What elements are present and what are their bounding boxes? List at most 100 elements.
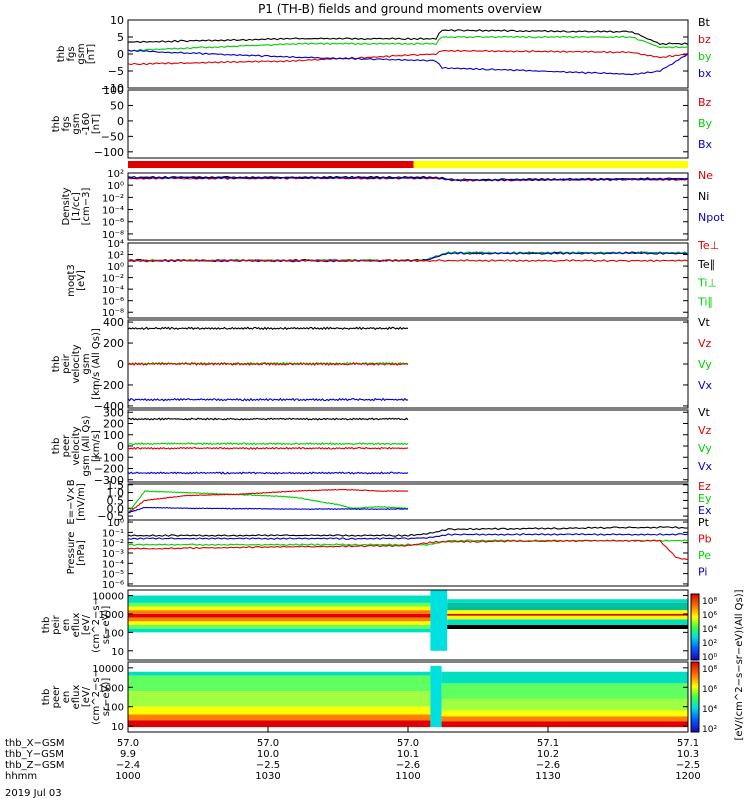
y-tick-label: 0 <box>117 48 124 61</box>
spec-band-left-4 <box>128 714 431 721</box>
y-label-line: sr−eV)] <box>101 606 112 645</box>
legend-entry: Vt <box>698 406 711 419</box>
spec-band-right-2 <box>447 610 688 614</box>
y-label-line: thb <box>51 438 62 455</box>
y-tick-label: 10000 <box>92 664 124 675</box>
spec-band-right-4 <box>447 615 688 620</box>
x-row-value: 1100 <box>395 771 420 782</box>
colorbar-1 <box>690 593 700 661</box>
y-label-line: fgs <box>66 46 77 61</box>
y-tick-label: 10⁻⁵ <box>102 570 124 581</box>
y-tick-label: 10 <box>110 14 124 27</box>
colorbar-tick-label: 10⁸ <box>702 665 717 675</box>
legend-entry: Te⊥ <box>697 239 719 252</box>
spec-band-left-3 <box>128 610 431 614</box>
y-tick-label: 10⁻⁸ <box>102 230 124 241</box>
y-axis-label: thb peer velocity gsm (All Qs) [km/s] <box>51 415 102 476</box>
y-tick-label: −200 <box>94 379 124 392</box>
spec-band-left-4 <box>128 613 431 618</box>
y-label-line: eflux <box>71 685 82 710</box>
colorbars: 10⁸ 10⁶ 10⁴ 10² 10⁰ 10⁸ 10⁶ 10⁴ 10² [eV/(cm^2−s−s… <box>690 589 745 741</box>
y-label-line: [eV/ <box>81 614 92 635</box>
y-tick-label: 1000 <box>99 683 124 694</box>
y-tick-label: −300 <box>94 474 124 487</box>
spec-band-left-8 <box>128 628 431 633</box>
y-label-line: [mV/m] <box>76 483 87 521</box>
y-label-line: eflux <box>71 613 82 638</box>
y-label-line: en <box>61 691 72 704</box>
legend-entry: Ti⊥ <box>697 277 717 290</box>
spectrogram <box>128 590 688 651</box>
series-line-Npot <box>127 176 689 182</box>
spec-band-left-3 <box>128 706 431 715</box>
y-label-line: [cm−3] <box>81 188 92 226</box>
y-axis-label: thb peir en eflux [eV/(cm^2−s− sr−eV)] <box>41 597 112 653</box>
x-row-value: −2.5 <box>256 760 280 771</box>
series-line-Vt <box>127 417 409 421</box>
y-tick-label: 1.5 <box>107 479 125 492</box>
x-row-name: thb_Y−GSM <box>5 749 64 760</box>
x-row-value: −2.6 <box>536 760 560 771</box>
y-axis-label: thb fgs gsm [nT] <box>56 43 97 64</box>
y-tick-label: 400 <box>103 316 124 329</box>
y-tick-label: 10⁻⁶ <box>102 580 124 591</box>
x-row-value: 10.3 <box>677 749 699 760</box>
colorbar-label: [eV/(cm^2−s−sr−eV)(All Qs)] <box>734 589 745 740</box>
x-row-value: 1200 <box>675 771 700 782</box>
series-line-Vx <box>127 471 409 475</box>
series-line-bx <box>127 49 689 76</box>
y-tick-label: 200 <box>103 418 124 431</box>
x-row-value: 10.2 <box>537 749 559 760</box>
panel-frame <box>127 483 689 521</box>
legend-entry: Vx <box>698 460 713 473</box>
y-tick-label: 0.0 <box>107 502 125 515</box>
y-label-line: [nPa] <box>76 540 87 566</box>
spec-low-edge <box>447 625 688 629</box>
spec-band-right-2 <box>441 698 688 711</box>
spec-band-left-5 <box>128 720 431 728</box>
legend-entry: Ne <box>698 169 713 182</box>
x-row-value: 9.9 <box>120 749 136 760</box>
spec-band-left-1 <box>128 675 431 692</box>
series-line-by <box>127 35 689 52</box>
y-tick-label: 10⁻³ <box>102 549 124 560</box>
x-row-value: 57.0 <box>257 738 279 749</box>
panel-frame <box>127 172 689 241</box>
y-label-line: -160 <box>81 113 92 136</box>
series-line-Ez <box>127 488 409 514</box>
colorbar-tick-label: 10⁶ <box>702 685 717 695</box>
y-tick-label: 100 <box>105 703 124 714</box>
y-label-line: moqt3 <box>66 264 77 297</box>
legend-entry: Bt <box>698 16 711 29</box>
date-label: 2019 Jul 03 <box>5 788 62 799</box>
legend-entry: bz <box>698 33 711 46</box>
spec-band-left-7 <box>128 625 431 629</box>
y-tick-label: 10⁻¹ <box>102 528 124 539</box>
spec-band-right-1 <box>441 683 688 699</box>
panel-frame <box>127 89 689 159</box>
y-tick-label: −0.5 <box>97 510 124 523</box>
panel-frame <box>127 242 689 319</box>
y-tick-label: 10⁻⁶ <box>102 218 124 229</box>
y-tick-label: 10⁻² <box>102 539 124 550</box>
x-row-value: 57.1 <box>677 738 699 749</box>
legend-entry: Bx <box>698 138 713 151</box>
spec-transition <box>430 590 448 651</box>
spec-band-right-5 <box>441 721 688 728</box>
series-line-Te⊥ <box>127 259 689 263</box>
legend-entry: Vz <box>698 424 712 437</box>
colorbar-tick-label: 10⁶ <box>702 611 717 621</box>
y-tick-label: 10⁻⁶ <box>102 297 124 308</box>
y-label-line: thb <box>56 46 67 63</box>
y-label-line: velocity <box>71 426 82 465</box>
spec-band-right-0 <box>447 599 688 603</box>
y-axis-label: thb fgs gsm -160 [nT] <box>51 113 102 136</box>
panel-2: 100 50 0 −50 −100 thb fgs gsm -160 [nT] Bz By Bx <box>51 84 713 159</box>
y-label-line: [nT] <box>86 44 97 64</box>
x-axis: thb_X−GSM 57.0 57.0 57.0 57.1 57.1 thb_Y−GSM 9.… <box>5 726 701 782</box>
legend-entry: Pe <box>698 549 711 562</box>
y-label-line: [km/s] <box>91 430 102 462</box>
